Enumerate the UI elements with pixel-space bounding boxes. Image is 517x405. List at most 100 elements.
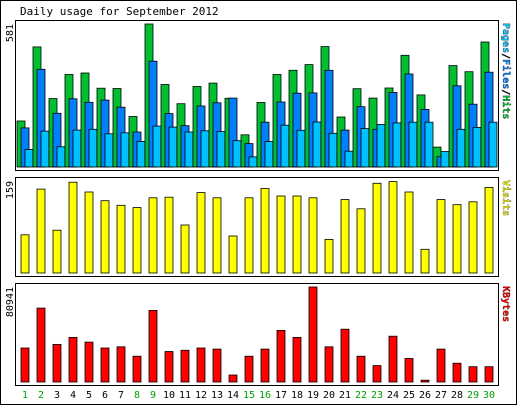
legend-entry: Visits (500, 180, 512, 216)
bar-pages-day-8 (136, 140, 146, 168)
bar-kbytes-day-8 (132, 355, 142, 383)
x-tick-label-25: 25 (403, 390, 415, 401)
bar-visits-day-21 (340, 199, 350, 274)
bar-kbytes-day-24 (388, 335, 398, 383)
legend-entry: KBytes (500, 286, 511, 322)
bar-visits-day-13 (212, 197, 222, 274)
bar-visits-day-8 (132, 207, 142, 274)
panel-legend: KBytes (500, 286, 511, 322)
bar-pages-day-7 (120, 132, 130, 168)
y-max-label: 80941 (5, 287, 16, 317)
legend-entry: Hits (500, 95, 512, 119)
x-tick-label-3: 3 (54, 390, 60, 401)
bar-kbytes-day-16 (260, 348, 270, 383)
bar-visits-day-9 (148, 197, 158, 274)
bar-pages-day-22 (360, 128, 370, 168)
bar-kbytes-day-30 (484, 366, 494, 383)
bar-pages-day-27 (440, 151, 450, 168)
chart-panels: 581 Pages/Files/Hits 159 Visits 80941 KBytes (5, 20, 512, 386)
bar-pages-day-4 (72, 129, 82, 168)
x-tick-label-5: 5 (86, 390, 92, 401)
bar-kbytes-day-25 (404, 358, 414, 383)
panel-border (15, 177, 499, 277)
bar-visits-day-18 (292, 195, 302, 274)
bar-pages-day-10 (168, 126, 178, 168)
bar-visits-day-10 (164, 196, 174, 274)
bar-pages-day-15 (248, 156, 258, 168)
bar-pages-day-28 (456, 128, 466, 168)
bar-pages-day-29 (472, 127, 482, 168)
x-tick-label-21: 21 (339, 390, 351, 401)
bar-visits-day-6 (100, 200, 110, 274)
chart-title: Daily usage for September 2012 (20, 5, 219, 18)
bar-pages-day-1 (24, 149, 34, 168)
x-tick-label-13: 13 (211, 390, 223, 401)
x-tick-label-2: 2 (38, 390, 44, 401)
bar-pages-day-17 (280, 124, 290, 168)
bar-kbytes-day-5 (84, 341, 94, 383)
bar-pages-day-18 (296, 129, 306, 168)
bar-visits-day-23 (372, 182, 382, 274)
bar-pages-day-26 (424, 121, 434, 168)
bar-visits-day-3 (52, 229, 62, 274)
bar-visits-day-16 (260, 188, 270, 274)
bar-kbytes-day-22 (356, 355, 366, 383)
x-tick-label-30: 30 (483, 390, 495, 401)
bar-visits-day-14 (228, 235, 238, 274)
bar-pages-day-2 (40, 130, 50, 168)
bar-kbytes-day-20 (324, 346, 334, 383)
bar-visits-day-22 (356, 208, 366, 274)
bar-kbytes-day-4 (68, 336, 78, 383)
x-tick-label-29: 29 (467, 390, 479, 401)
bar-kbytes-day-6 (100, 347, 110, 383)
x-tick-label-11: 11 (179, 390, 191, 401)
x-tick-label-19: 19 (307, 390, 319, 401)
y-max-label: 159 (5, 181, 16, 199)
bar-visits-day-29 (468, 201, 478, 274)
bar-visits-day-27 (436, 199, 446, 274)
bar-pages-day-12 (200, 130, 210, 168)
bar-pages-day-21 (344, 150, 354, 168)
x-tick-label-6: 6 (102, 390, 108, 401)
bar-kbytes-day-29 (468, 366, 478, 383)
x-tick-label-27: 27 (435, 390, 447, 401)
x-tick-label-22: 22 (355, 390, 367, 401)
bar-pages-day-13 (216, 131, 226, 168)
bar-visits-day-24 (388, 181, 398, 274)
panel-border (15, 283, 499, 386)
x-tick-label-26: 26 (419, 390, 431, 401)
x-tick-label-20: 20 (323, 390, 335, 401)
x-tick-label-15: 15 (243, 390, 255, 401)
panel-kbytes: 80941 KBytes (5, 283, 511, 386)
x-tick-label-24: 24 (387, 390, 399, 401)
bar-pages-day-9 (152, 125, 162, 168)
x-tick-label-9: 9 (150, 390, 156, 401)
bar-visits-day-28 (452, 204, 462, 274)
bar-kbytes-day-3 (52, 343, 62, 383)
x-tick-label-23: 23 (371, 390, 383, 401)
bar-pages-day-6 (104, 133, 114, 168)
bar-visits-day-26 (420, 248, 430, 274)
bar-visits-day-15 (244, 197, 254, 274)
x-axis-labels: 1 2 3 4 5 6 7 8 9 10 11 12 13 14 15 16 17 18 19 20 21 22 23 24 2… (22, 390, 495, 401)
panel-legend: Visits (500, 180, 512, 216)
x-tick-label-16: 16 (259, 390, 271, 401)
bar-visits-day-20 (324, 238, 334, 274)
x-tick-label-28: 28 (451, 390, 463, 401)
x-tick-label-18: 18 (291, 390, 303, 401)
legend-entry: Pages (500, 23, 511, 53)
bar-visits-day-17 (276, 195, 286, 274)
bar-pages-day-19 (312, 121, 322, 168)
x-tick-label-10: 10 (163, 390, 175, 401)
bar-kbytes-day-19 (308, 286, 318, 383)
panel-hits_files_pages: 581 Pages/Files/Hits (5, 20, 512, 171)
bar-kbytes-day-15 (244, 355, 254, 383)
bar-kbytes-day-27 (436, 348, 446, 383)
bar-pages-day-16 (264, 141, 274, 168)
bar-kbytes-day-9 (148, 309, 158, 383)
bar-kbytes-day-23 (372, 365, 382, 383)
bar-visits-day-1 (20, 234, 30, 274)
bar-kbytes-day-10 (164, 351, 174, 383)
bar-kbytes-day-2 (36, 307, 46, 383)
